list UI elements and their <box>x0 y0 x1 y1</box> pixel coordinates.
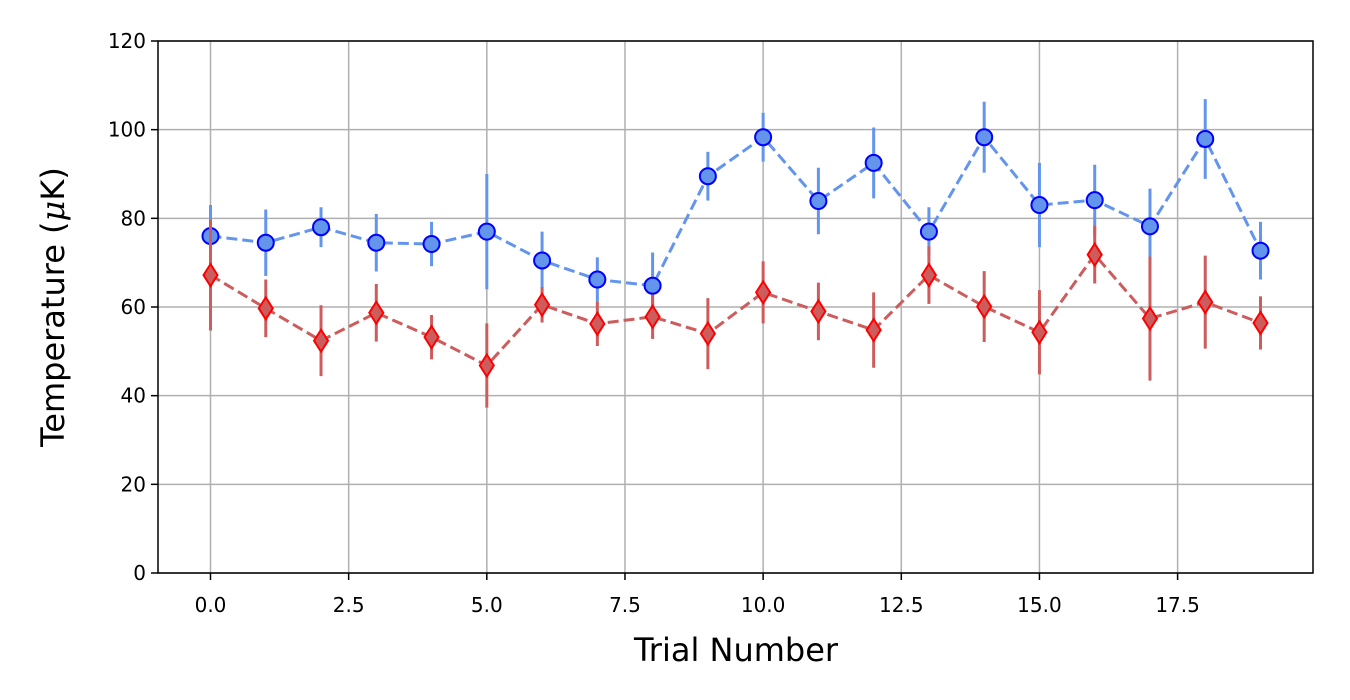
x-tick-label: 15.0 <box>1017 593 1062 617</box>
data-point-diamond <box>478 352 496 379</box>
data-point-diamond <box>257 295 274 322</box>
series-line <box>209 252 1262 368</box>
data-point-circle <box>1030 196 1049 215</box>
series-layer <box>201 99 1270 408</box>
y-axis-title-unit: K) <box>34 167 72 200</box>
data-point-diamond <box>368 299 385 326</box>
x-axis-title: Trial Number <box>633 631 839 669</box>
data-point-diamond <box>312 327 330 354</box>
data-point-diamond <box>202 262 219 288</box>
data-point-circle <box>864 153 883 172</box>
x-tick-label: 7.5 <box>609 593 641 617</box>
axis-ticks: 0.0 2.5 5.0 7.5 10.0 12.5 15.0 17.5 0 20 40 60 80 100… <box>108 29 1200 617</box>
y-axis-title-mu: μ <box>34 201 72 222</box>
data-point-circle <box>754 128 773 147</box>
y-tick-label: 0 <box>133 561 146 585</box>
data-point-circle <box>975 128 994 147</box>
x-tick-label: 12.5 <box>879 593 924 617</box>
y-tick-label: 120 <box>108 29 146 53</box>
data-point-diamond <box>644 303 661 330</box>
y-axis-title-main: Temperature ( <box>34 221 72 447</box>
data-point-circle <box>1085 191 1104 210</box>
data-point-diamond <box>810 298 827 325</box>
data-point-circle <box>1140 217 1159 236</box>
data-point-diamond <box>1141 305 1159 332</box>
x-tick-label: 17.5 <box>1155 593 1200 617</box>
data-point-diamond <box>754 279 772 306</box>
x-tick-label: 2.5 <box>333 593 365 617</box>
series-1 <box>201 99 1270 319</box>
data-point-diamond <box>589 310 606 337</box>
data-point-diamond <box>975 293 993 320</box>
data-point-circle <box>588 270 607 289</box>
data-point-diamond <box>1031 319 1048 346</box>
data-point-circle <box>1196 129 1215 148</box>
data-point-circle <box>809 192 828 211</box>
data-point-diamond <box>533 291 551 318</box>
y-axis-title: Temperature (μK) <box>34 167 72 448</box>
data-point-circle <box>919 222 938 241</box>
grid <box>158 40 1313 574</box>
data-point-diamond <box>699 320 717 347</box>
data-point-circle <box>533 251 552 270</box>
data-point-diamond <box>920 262 938 288</box>
data-point-circle <box>256 233 275 252</box>
y-tick-label: 60 <box>121 295 146 319</box>
data-point-diamond <box>1086 241 1103 268</box>
y-tick-label: 100 <box>108 118 146 142</box>
series-line <box>210 134 1262 288</box>
series-2 <box>202 219 1269 408</box>
x-tick-label: 0.0 <box>195 593 227 617</box>
data-point-circle <box>312 218 331 237</box>
data-point-diamond <box>423 324 440 351</box>
data-point-circle <box>698 167 717 186</box>
data-point-circle <box>1251 241 1270 260</box>
data-point-circle <box>643 276 662 295</box>
data-point-circle <box>422 235 441 254</box>
y-tick-label: 20 <box>121 472 146 496</box>
data-point-diamond <box>1252 310 1269 336</box>
data-point-circle <box>367 233 386 252</box>
y-tick-label: 40 <box>121 384 146 408</box>
data-point-circle <box>477 222 496 241</box>
x-tick-label: 10.0 <box>741 593 786 617</box>
y-tick-label: 80 <box>121 206 146 230</box>
data-point-diamond <box>865 317 882 343</box>
data-point-diamond <box>1197 289 1214 315</box>
x-tick-label: 5.0 <box>471 593 503 617</box>
